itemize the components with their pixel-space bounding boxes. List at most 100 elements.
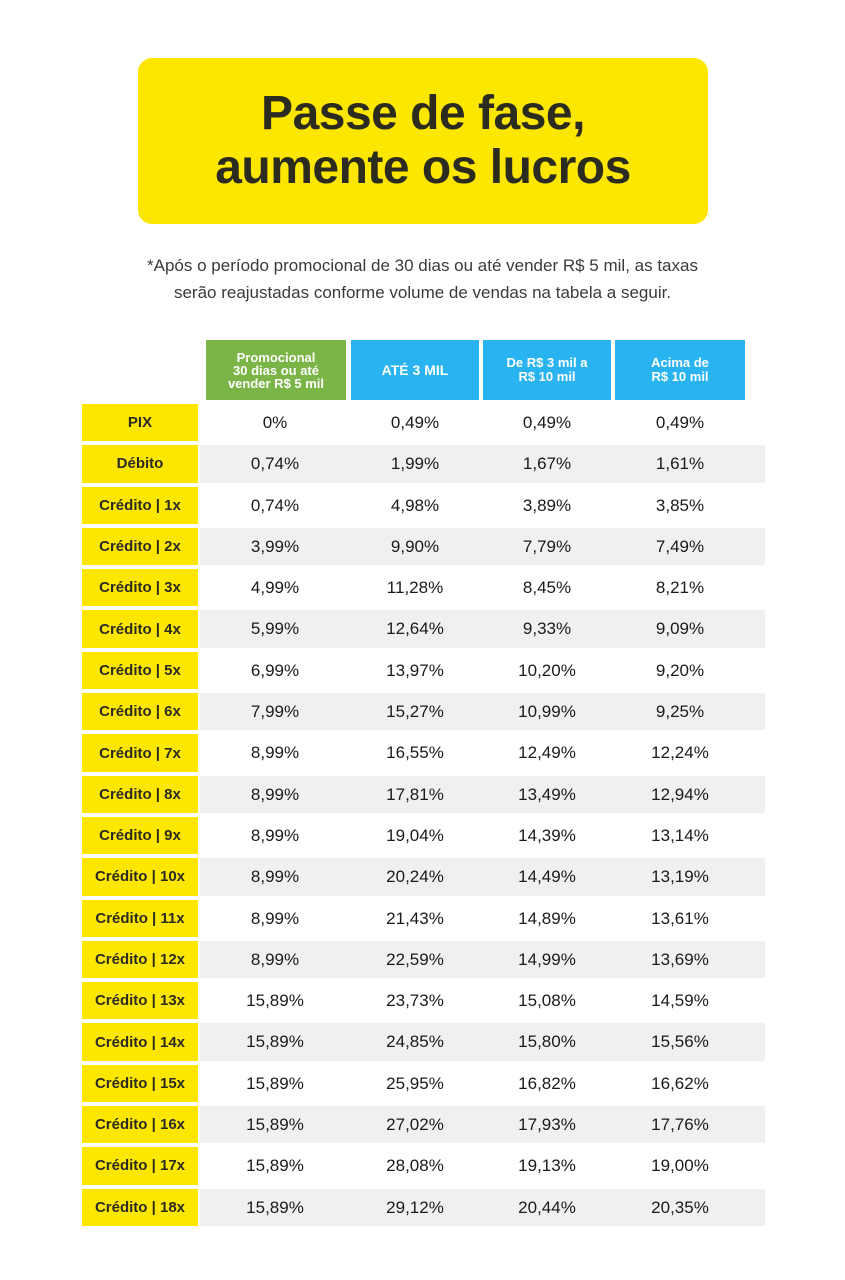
row-label: Crédito | 18x xyxy=(82,1188,198,1226)
row-background xyxy=(200,858,765,896)
rate-ate-3-mil: 27,02% xyxy=(386,1115,444,1135)
rate-ate-3-mil: 4,98% xyxy=(390,495,440,515)
table-row: Crédito | 17x 15,89% 28,08% 19,13% 19,00% xyxy=(82,1145,765,1186)
row-background xyxy=(200,1188,765,1226)
title-line-2: aumente os lucros xyxy=(215,141,631,194)
rate-promocional: 15,89% xyxy=(246,1073,304,1093)
row-label: Crédito | 7x xyxy=(82,734,198,772)
row-label: Crédito | 15x xyxy=(82,1064,198,1103)
table-row: Crédito | 2x 3,99% 9,90% 7,79% 7,49% xyxy=(82,526,765,567)
rate-acima-10-mil: 13,69% xyxy=(651,949,709,969)
rate-promocional: 15,89% xyxy=(246,1032,304,1052)
rate-promocional: 0,74% xyxy=(250,454,300,474)
column-header-promocional: Promocional 30 dias ou até vender R$ 5 m… xyxy=(206,340,346,400)
rate-acima-10-mil: 8,21% xyxy=(655,578,705,598)
rate-promocional: 6,99% xyxy=(250,660,300,680)
rate-ate-3-mil: 15,27% xyxy=(386,702,444,722)
table-row: Crédito | 3x 4,99% 11,28% 8,45% 8,21% xyxy=(82,567,765,608)
rate-acima-10-mil: 12,94% xyxy=(651,784,709,804)
table-row: Crédito | 6x 7,99% 15,27% 10,99% 9,25% xyxy=(82,691,765,732)
header-tier1-label: ATÉ 3 MIL xyxy=(381,362,449,378)
rate-acima-10-mil: 0,49% xyxy=(655,413,705,432)
row-label: Crédito | 3x xyxy=(82,569,198,607)
column-header-acima-10-mil: Acima de R$ 10 mil xyxy=(615,340,745,400)
rate-ate-3-mil: 19,04% xyxy=(386,825,444,845)
rate-ate-3-mil: 0,49% xyxy=(390,413,440,432)
row-background xyxy=(200,693,765,731)
rate-3-a-10-mil: 10,99% xyxy=(518,702,576,722)
rate-promocional: 15,89% xyxy=(246,1156,304,1176)
table-row: Crédito | 7x 8,99% 16,55% 12,49% 12,24% xyxy=(82,732,765,773)
rate-ate-3-mil: 28,08% xyxy=(386,1156,444,1176)
rate-ate-3-mil: 17,81% xyxy=(386,784,444,804)
rate-acima-10-mil: 9,20% xyxy=(655,660,705,680)
rate-promocional: 8,99% xyxy=(250,743,300,763)
rate-acima-10-mil: 17,76% xyxy=(651,1115,709,1135)
row-label: Crédito | 5x xyxy=(82,651,198,690)
rate-ate-3-mil: 9,90% xyxy=(390,536,440,556)
rate-promocional: 0% xyxy=(262,413,288,432)
row-label: Crédito | 13x xyxy=(82,982,198,1020)
rate-3-a-10-mil: 1,67% xyxy=(522,454,572,474)
rate-ate-3-mil: 1,99% xyxy=(390,454,440,474)
rate-acima-10-mil: 3,85% xyxy=(655,495,705,515)
table-row: Crédito | 10x 8,99% 20,24% 14,49% 13,19% xyxy=(82,856,765,897)
rate-acima-10-mil: 9,25% xyxy=(655,702,705,722)
rate-acima-10-mil: 9,09% xyxy=(655,619,705,639)
rate-ate-3-mil: 29,12% xyxy=(386,1197,444,1217)
row-label: Crédito | 1x xyxy=(82,486,198,524)
rate-ate-3-mil: 21,43% xyxy=(386,908,444,928)
row-background xyxy=(200,1023,765,1061)
row-label: Crédito | 9x xyxy=(82,816,198,855)
rate-3-a-10-mil: 0,49% xyxy=(522,413,572,432)
row-label: Crédito | 11x xyxy=(82,899,198,937)
rate-promocional: 7,99% xyxy=(250,702,300,722)
rate-3-a-10-mil: 14,99% xyxy=(518,949,576,969)
rate-3-a-10-mil: 7,79% xyxy=(522,536,572,556)
rates-table: PIX 0% 0,49% 0,49% 0,49% Débito 0,74% 1,99% 1,67… xyxy=(82,402,765,1228)
table-row: Crédito | 11x 8,99% 21,43% 14,89% 13,61% xyxy=(82,898,765,939)
row-label: Crédito | 6x xyxy=(82,693,198,731)
table-row: Crédito | 12x 8,99% 22,59% 14,99% 13,69% xyxy=(82,939,765,980)
rate-promocional: 5,99% xyxy=(250,619,300,639)
rate-ate-3-mil: 25,95% xyxy=(386,1073,444,1093)
rate-promocional: 8,99% xyxy=(250,908,300,928)
rate-promocional: 4,99% xyxy=(250,578,300,598)
header-promo-line-2: 30 dias ou até xyxy=(233,362,319,378)
rate-3-a-10-mil: 3,89% xyxy=(522,495,572,515)
header-tier3-line-1: Acima de xyxy=(651,355,709,370)
row-label: Crédito | 10x xyxy=(82,858,198,896)
disclaimer-line-1: *Após o período promocional de 30 dias o… xyxy=(147,256,698,275)
table-row: Crédito | 1x 0,74% 4,98% 3,89% 3,85% xyxy=(82,485,765,526)
table-row: Crédito | 8x 8,99% 17,81% 13,49% 12,94% xyxy=(82,774,765,815)
header-tier2-line-2: R$ 10 mil xyxy=(518,369,576,384)
table-row: Crédito | 14x 15,89% 24,85% 15,80% 15,56% xyxy=(82,1021,765,1062)
disclaimer-line-2: serão reajustadas conforme volume de ven… xyxy=(173,283,672,302)
row-label: Crédito | 14x xyxy=(82,1023,198,1061)
rate-ate-3-mil: 13,97% xyxy=(386,660,444,680)
rate-3-a-10-mil: 17,93% xyxy=(518,1115,576,1135)
rate-promocional: 15,89% xyxy=(246,991,304,1011)
rate-ate-3-mil: 11,28% xyxy=(386,578,444,598)
title-banner: Passe de fase, aumente os lucros xyxy=(138,58,708,224)
rate-ate-3-mil: 23,73% xyxy=(386,991,444,1011)
row-background xyxy=(200,940,765,979)
header-promo-line-3: vender R$ 5 mil xyxy=(227,375,325,391)
table-row: Crédito | 18x 15,89% 29,12% 20,44% 20,35% xyxy=(82,1187,765,1228)
row-background xyxy=(200,610,765,648)
rate-acima-10-mil: 13,14% xyxy=(651,825,709,845)
rate-acima-10-mil: 14,59% xyxy=(651,991,709,1011)
title-line-1: Passe de fase, xyxy=(261,87,585,140)
rate-3-a-10-mil: 13,49% xyxy=(518,784,576,804)
rate-promocional: 15,89% xyxy=(246,1197,304,1217)
rate-3-a-10-mil: 15,08% xyxy=(518,991,576,1011)
rate-3-a-10-mil: 14,39% xyxy=(518,825,576,845)
rate-promocional: 8,99% xyxy=(250,949,300,969)
row-background xyxy=(200,1106,765,1144)
rate-ate-3-mil: 12,64% xyxy=(386,619,444,639)
rate-3-a-10-mil: 10,20% xyxy=(518,660,576,680)
row-background xyxy=(200,527,765,566)
row-label: Crédito | 12x xyxy=(82,940,198,979)
table-row: Crédito | 5x 6,99% 13,97% 10,20% 9,20% xyxy=(82,650,765,691)
rate-3-a-10-mil: 8,45% xyxy=(522,578,572,598)
